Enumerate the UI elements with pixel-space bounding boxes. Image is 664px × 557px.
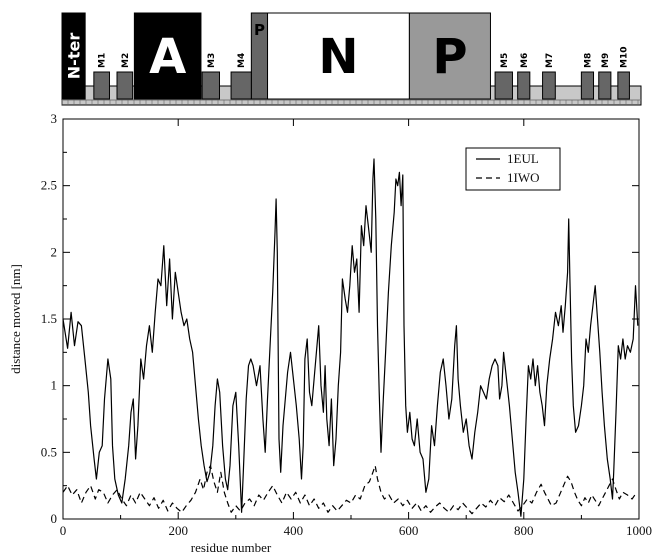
y-tick-label: 1.5 [41,311,57,326]
y-tick-label: 0.5 [41,444,57,459]
domain-map: N-ter A P N P M1 M2 M3 M4 M5 M6 M7 M8 M9 M10 [61,12,642,106]
domain-label-p-2: P [254,21,265,39]
x-tick-label: 0 [60,523,67,538]
helix-label-m1: M1 [98,53,108,68]
ticks-layer: 0 200 400 600 800 1000 0 0.5 1 1.5 2 2.5 3 [41,111,652,538]
helix-m10 [617,71,630,100]
helix-label-m10: M10 [620,47,630,68]
helix-label-m4: M4 [237,53,247,68]
helix-m8 [580,71,595,100]
helix-label-m3: M3 [207,53,217,68]
legend-label-1iwo: 1IWO [507,170,540,185]
x-axis-title: residue number [191,540,272,555]
helix-m4 [230,71,252,100]
legend-label-1eul: 1EUL [507,151,539,166]
helix-m5 [494,71,513,100]
helix-label-m7: M7 [545,53,555,68]
y-tick-label: 2.5 [41,178,57,193]
domain-block-a-1 [133,12,202,100]
line-plot: 0 200 400 600 800 1000 0 0.5 1 1.5 2 2.5 3 residue n… [8,111,652,555]
domain-label-n-ter-0: N-ter [65,33,84,80]
x-tick-label: 600 [399,523,419,538]
y-tick-label: 1 [51,378,58,393]
y-axis-title: distance moved [nm] [8,264,23,374]
y-tick-label: 0 [51,511,58,526]
x-tick-label: 1000 [626,523,652,538]
y-tick-label: 3 [51,111,58,126]
helix-m2 [116,71,134,100]
series-layer [62,158,639,517]
domain-block-n-ter-0 [61,12,86,100]
domain-label-p-4: P [432,29,467,85]
x-tick-label: 800 [514,523,534,538]
series-line-1eul [62,158,639,517]
series-line-1iwo [62,465,638,515]
helix-label-m2: M2 [121,53,131,68]
domain-block-p-4 [408,12,491,100]
x-tick-label: 400 [284,523,304,538]
helix-label-m5: M5 [500,53,510,68]
helix-m7 [542,71,556,100]
helix-m1 [93,71,110,100]
domain-block-n-3 [267,12,410,100]
helix-m3 [201,71,220,100]
legend-box [465,147,561,191]
helix-m9 [598,71,612,100]
y-tick-label: 2 [51,244,58,259]
domain-label-a-1: A [149,29,186,85]
helix-label-m8: M8 [583,53,593,68]
domain-label-n-3: N [318,29,358,85]
legend: 1EUL 1IWO [465,147,561,191]
helix-label-m6: M6 [520,53,530,68]
helix-m6 [517,71,531,100]
x-tick-label: 200 [168,523,188,538]
helix-label-m9: M9 [601,53,611,68]
